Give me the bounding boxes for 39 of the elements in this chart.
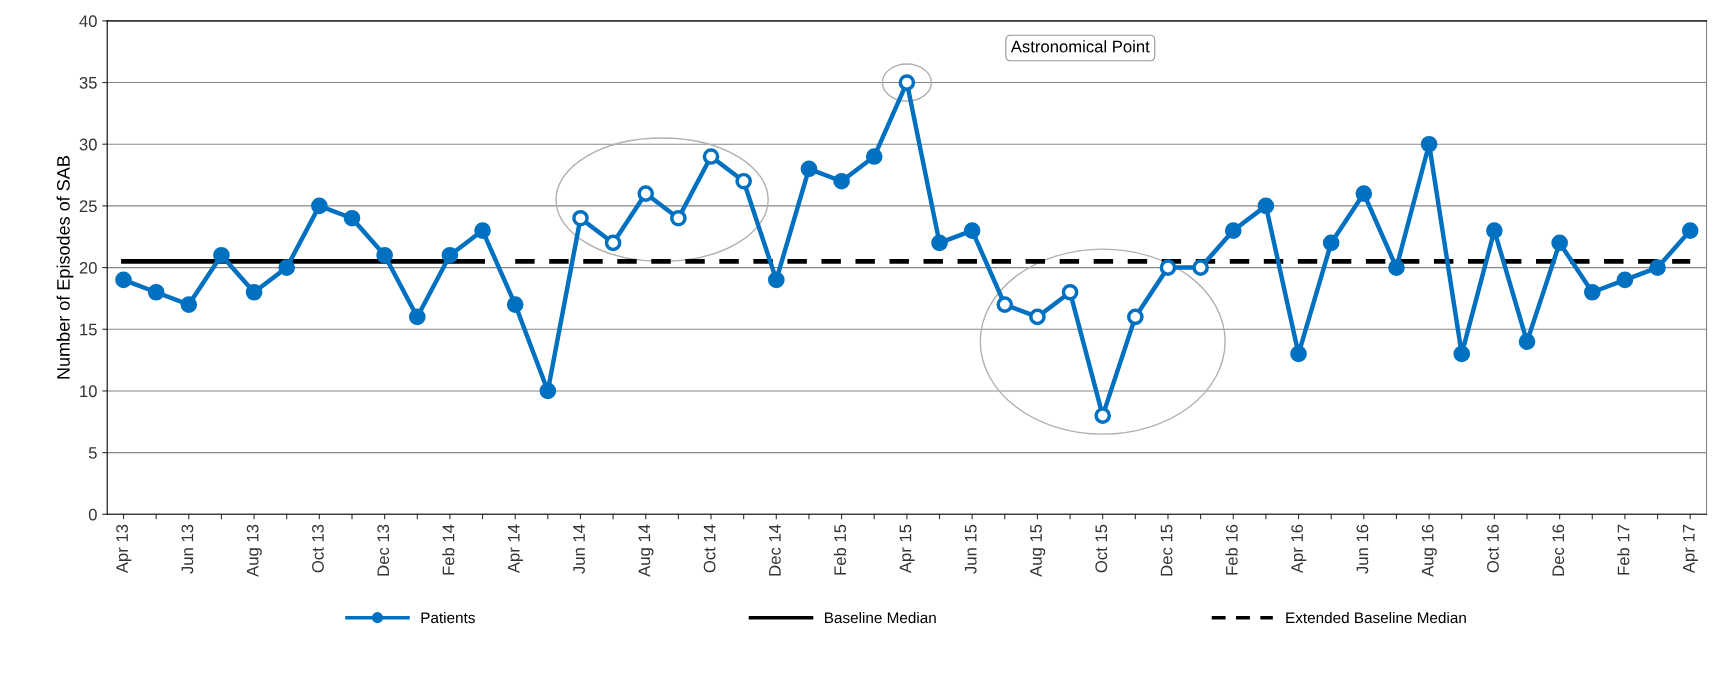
x-tick-label: Apr 13: [116, 524, 132, 574]
y-tick-label: 40: [79, 15, 97, 28]
y-tick-label: 30: [79, 138, 97, 151]
legend-label: Baseline Median: [825, 611, 936, 624]
x-tick-label: Jun 14: [573, 524, 585, 574]
x-tick-label: Aug 16: [1421, 524, 1437, 577]
x-tick-label: Apr 15: [899, 524, 915, 574]
x-tick-label: Aug 13: [246, 524, 262, 577]
x-tick-label: Jun 13: [181, 524, 194, 574]
x-tick-label: Jun 16: [1356, 524, 1369, 574]
legend-label: Patients: [421, 611, 475, 624]
x-tick-label: Jun 15: [964, 524, 977, 574]
x-tick-label: Apr 17: [1683, 524, 1698, 574]
x-tick-label: Apr 16: [1291, 524, 1307, 574]
legend-label: Extended Baseline Median: [1286, 611, 1466, 624]
x-tick-label: Dec 15: [1160, 524, 1173, 576]
annotation: Astronomical Point: [1010, 40, 1150, 53]
y-tick-label: 20: [79, 261, 97, 274]
x-tick-label: Oct 16: [1487, 524, 1499, 573]
y-tick-label: 0: [88, 508, 97, 521]
x-tick-label: Feb 16: [1225, 524, 1238, 575]
x-tick-label: Feb 15: [833, 524, 847, 575]
x-tick-label: Oct 13: [312, 524, 324, 573]
x-tick-label: Dec 13: [377, 524, 390, 576]
x-tick-label: Oct 15: [1095, 524, 1108, 573]
x-tick-label: Apr 14: [508, 524, 523, 574]
x-tick-label: Dec 16: [1552, 524, 1565, 576]
x-tick-label: Feb 17: [1617, 524, 1630, 575]
x-tick-label: Aug 15: [1030, 524, 1046, 577]
y-tick-label: 25: [79, 200, 97, 213]
y-tick-label: 5: [88, 447, 97, 459]
y-axis-title: Number of Episodes of SAB: [56, 156, 74, 379]
y-tick-label: 35: [79, 76, 97, 89]
x-tick-label: Dec 14: [769, 524, 781, 576]
y-tick-label: 10: [80, 385, 97, 398]
x-tick-label: Aug 14: [638, 524, 654, 577]
x-tick-label: Oct 14: [703, 524, 716, 573]
x-tick-label: Feb 14: [442, 524, 455, 575]
y-tick-label: 15: [80, 323, 97, 336]
